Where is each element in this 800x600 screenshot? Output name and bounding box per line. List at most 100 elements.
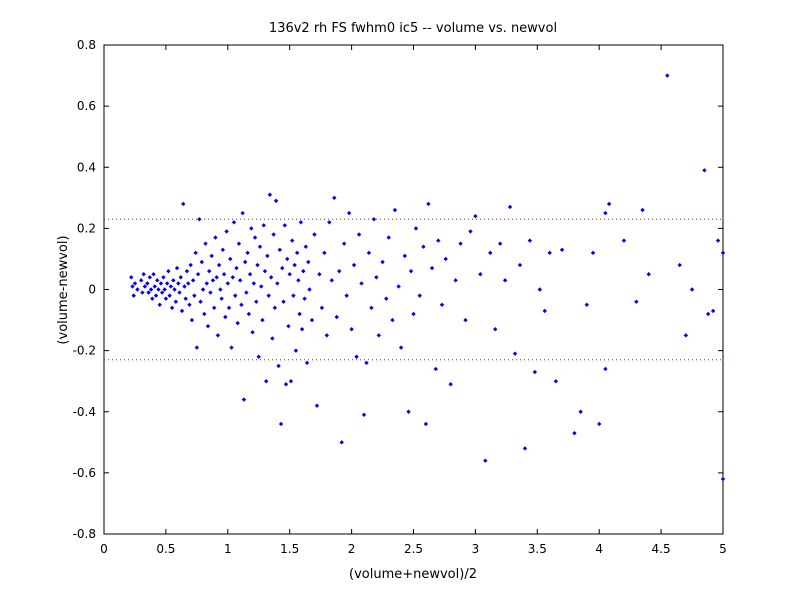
data-point [214,275,219,280]
data-point [408,268,414,274]
data-point [705,311,711,317]
data-point [282,223,287,228]
data-point [240,210,245,216]
data-point [380,259,385,265]
data-point [272,305,278,311]
data-point [302,296,307,301]
data-point [542,308,547,314]
data-point [527,238,533,243]
data-point [291,293,296,298]
data-point [488,250,493,256]
data-point [606,201,612,207]
data-point [439,302,445,307]
data-point [131,293,136,298]
y-tick-label: -0.2 [73,344,96,358]
data-point [257,244,263,249]
data-point [195,272,201,277]
data-point [141,272,146,277]
data-point [458,241,463,246]
data-point [184,268,190,274]
data-point [276,363,281,369]
data-point [251,281,256,286]
data-point [294,250,300,256]
data-point [702,168,707,173]
data-point [270,336,275,341]
data-point [433,366,438,372]
data-point [448,382,453,387]
data-point [532,369,538,375]
data-point [174,265,180,271]
data-point [226,305,232,311]
data-point [176,281,181,286]
data-point [277,247,282,252]
data-point [603,210,608,216]
data-point [720,250,726,256]
data-point [572,430,577,436]
y-tick-label: -0.8 [73,527,96,541]
data-point [359,281,364,286]
data-point [406,409,411,414]
data-point [483,458,488,463]
data-point [507,204,513,210]
data-point [234,265,239,271]
data-point [314,403,320,408]
data-point [177,290,182,295]
x-tick-label: 0.5 [156,542,175,556]
x-tick-label: 2 [348,542,356,556]
data-point [162,287,167,292]
data-point [261,223,266,228]
data-point [473,213,478,219]
data-point [299,327,305,332]
data-point [229,345,234,350]
data-point [185,281,191,286]
data-point [374,275,379,280]
x-tick-label: 2.5 [404,542,423,556]
data-point [584,302,590,307]
data-point [138,278,144,283]
data-point [334,314,339,320]
x-tick-label: 1 [224,542,232,556]
data-point [151,272,156,277]
data-point [376,333,382,338]
data-point [203,241,208,246]
data-point [710,308,716,314]
data-point [478,272,483,277]
data-point [327,220,332,225]
x-axis-label: (volume+newvol)/2 [349,567,477,582]
data-point [371,217,377,222]
data-point [255,262,260,268]
data-point [247,272,253,277]
data-point [163,296,169,301]
data-point [339,440,344,445]
data-point [354,354,359,359]
x-tick-label: 3.5 [528,542,547,556]
data-point [239,302,244,307]
x-tick-label: 3 [472,542,480,556]
data-point [369,305,374,311]
data-point [230,275,235,280]
data-point [146,290,151,295]
data-point [304,360,310,366]
data-point [231,220,237,225]
data-point [156,287,161,292]
data-point [278,421,284,427]
data-point [665,73,670,78]
data-point [204,281,209,286]
data-point [332,195,337,201]
data-point [301,268,306,274]
data-point [646,272,651,277]
data-point [130,284,135,289]
data-point [168,284,174,289]
data-point [142,284,148,289]
data-point [202,311,207,317]
data-point [361,412,367,418]
data-point [296,278,301,283]
data-point [244,290,249,295]
data-point [497,241,503,246]
x-tick-label: 4 [595,542,603,556]
data-point [429,265,435,271]
x-tick-label: 1.5 [280,542,299,556]
data-point [260,317,265,323]
data-point [237,278,243,283]
